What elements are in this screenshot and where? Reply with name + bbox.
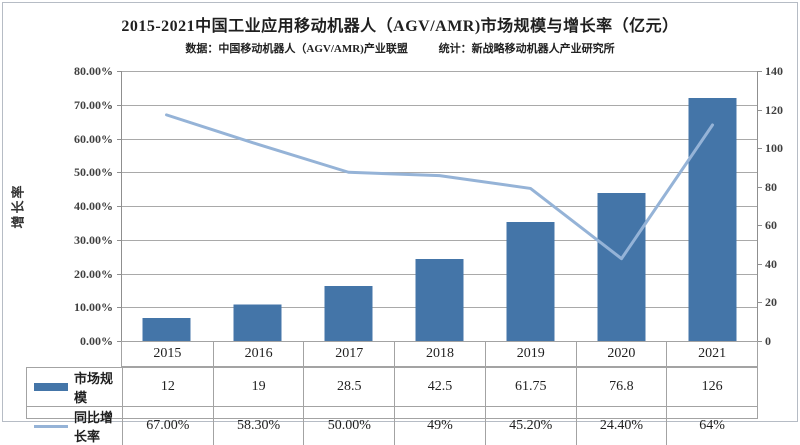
left-tick-label: 30.00% — [74, 232, 113, 247]
data-table: 市场规模 12 19 28.5 42.5 61.75 76.8 126 同比增长率 67.00% 5… — [26, 367, 758, 445]
year-cell-2015: 2015 — [153, 346, 182, 361]
year-cell-2020: 2020 — [575, 342, 667, 366]
bar-2019 — [506, 221, 555, 341]
chart-title: 2015-2021中国工业应用移动机器人（AGV/AMR)市场规模与增长率（亿元… — [121, 18, 679, 35]
value-cell-2020: 76.8 — [575, 368, 667, 406]
legend-item-growth-rate: 同比增长率 — [27, 406, 122, 445]
right-tick-label: 80 — [765, 179, 777, 194]
legend-item-market-size: 市场规模 — [27, 368, 122, 406]
value-cell-2018: 42.5 — [394, 368, 485, 406]
bar-2021 — [688, 98, 737, 341]
right-tick-label: 0 — [765, 334, 771, 348]
left-tick-label: 80.00% — [74, 64, 113, 78]
category-axis-table-row: 2015 2016 2017 2018 2019 2020 2021 — [121, 341, 758, 367]
right-tick-label: 40 — [765, 256, 777, 271]
value-cell-2019: 45.20% — [484, 406, 576, 445]
right-tick-label: 60 — [765, 218, 777, 233]
statistics-note: 统计：新战略移动机器人产业研究所 — [438, 43, 615, 55]
left-tick-label: 70.00% — [74, 97, 113, 112]
bar-2020 — [597, 192, 646, 341]
bar-2018 — [415, 259, 464, 341]
left-tick-label: 60.00% — [74, 131, 113, 146]
value-cell-2019: 61.75 — [484, 368, 576, 406]
value-cell-2020: 24.40% — [575, 406, 667, 445]
bar-2017 — [324, 286, 373, 341]
value-cell-2016: 58.30% — [212, 406, 304, 445]
value-cell-2017: 28.5 — [303, 368, 394, 406]
value-cell-2017: 50.00% — [303, 406, 395, 445]
left-tick-label: 40.00% — [74, 199, 113, 213]
growth-rate-line — [165, 113, 714, 261]
bar-2016 — [233, 304, 282, 341]
bar-legend-marker-icon — [34, 383, 68, 391]
chart-subtitle: 数据：中国移动机器人（AGV/AMR)产业联盟 统计：新战略移动机器人产业研究所 — [3, 40, 797, 56]
right-tick-label: 120 — [765, 102, 783, 117]
right-tick-label: 20 — [765, 295, 777, 310]
left-tick-label: 10.00% — [74, 300, 113, 315]
legend-label: 市场规模 — [74, 371, 114, 405]
left-tick-label: 20.00% — [74, 266, 113, 281]
right-tick-label: 100 — [765, 141, 783, 156]
legend-label: 同比增长率 — [74, 410, 114, 444]
value-cell-2015: 12 — [122, 368, 213, 406]
year-cell-2016: 2016 — [212, 342, 304, 366]
right-tick-label: 140 — [765, 64, 783, 78]
left-tick-label: 50.00% — [74, 165, 113, 180]
bar-2015 — [142, 317, 191, 341]
value-cell-2015: 67.00% — [122, 406, 213, 445]
year-cell-2021: 2021 — [666, 342, 757, 366]
line-legend-marker-icon — [34, 424, 68, 428]
year-cell-2018: 2018 — [394, 342, 485, 366]
value-cell-2016: 19 — [212, 368, 304, 406]
data-source-note: 数据：中国移动机器人（AGV/AMR)产业联盟 — [185, 43, 408, 55]
value-cell-2021: 126 — [666, 368, 757, 406]
year-cell-2017: 2017 — [303, 342, 394, 366]
left-tick-label: 0.00% — [80, 334, 113, 348]
year-cell-2019: 2019 — [484, 342, 576, 366]
value-cell-2018: 49% — [394, 406, 485, 445]
value-cell-2021: 64% — [666, 406, 757, 445]
